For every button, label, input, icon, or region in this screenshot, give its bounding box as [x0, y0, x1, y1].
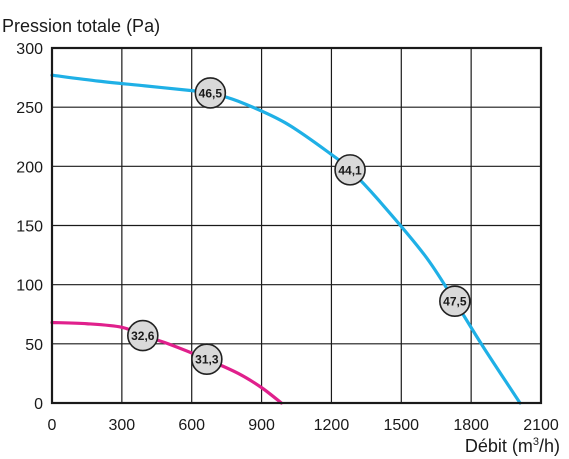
marker-circle	[194, 77, 227, 109]
marker-circle	[439, 285, 471, 318]
x-tick-label: 1500	[383, 417, 419, 434]
y-axis-title: Pression totale (Pa)	[2, 16, 160, 36]
y-tick-label: 50	[25, 337, 43, 354]
y-tick-label: 300	[16, 41, 43, 58]
y-tick-label: 150	[16, 219, 43, 236]
marker-label: 31,3	[195, 353, 219, 367]
x-axis-title-main: Débit (m	[465, 436, 533, 456]
markers-group: 46,5 44,1 47,5 32,6 31,3	[127, 77, 471, 376]
x-tick-label: 600	[178, 417, 205, 434]
x-tick-label: 900	[248, 417, 275, 434]
plot-frame	[50, 46, 543, 405]
marker-circle	[334, 154, 366, 186]
x-tick-label: 2100	[523, 417, 559, 434]
x-axis-title-sup: 3	[533, 436, 539, 448]
y-tick-label: 200	[16, 159, 43, 176]
y-tick-labels: 0 50 100 150 200 250 300	[16, 41, 43, 413]
grid	[51, 47, 542, 404]
marker-label: 32,6	[131, 329, 155, 343]
x-axis-title: Débit (m3/h)	[465, 436, 560, 456]
marker-label: 46,5	[199, 86, 223, 100]
marker-circle	[127, 319, 159, 352]
y-tick-label: 0	[34, 396, 43, 413]
x-axis-title-end: /h)	[539, 436, 560, 456]
x-tick-label: 1200	[314, 417, 350, 434]
marker-label: 44,1	[338, 163, 362, 177]
x-tick-label: 1800	[453, 417, 489, 434]
x-tick-label: 0	[48, 417, 57, 434]
series-line-2	[50, 320, 283, 405]
marker-label: 47,5	[443, 295, 467, 309]
y-tick-label: 100	[16, 278, 43, 295]
x-tick-label: 300	[109, 417, 136, 434]
marker-circle	[191, 343, 223, 376]
y-tick-label: 250	[16, 100, 43, 117]
x-tick-labels: 0 300 600 900 1200 1500 1800 2100	[48, 417, 559, 434]
